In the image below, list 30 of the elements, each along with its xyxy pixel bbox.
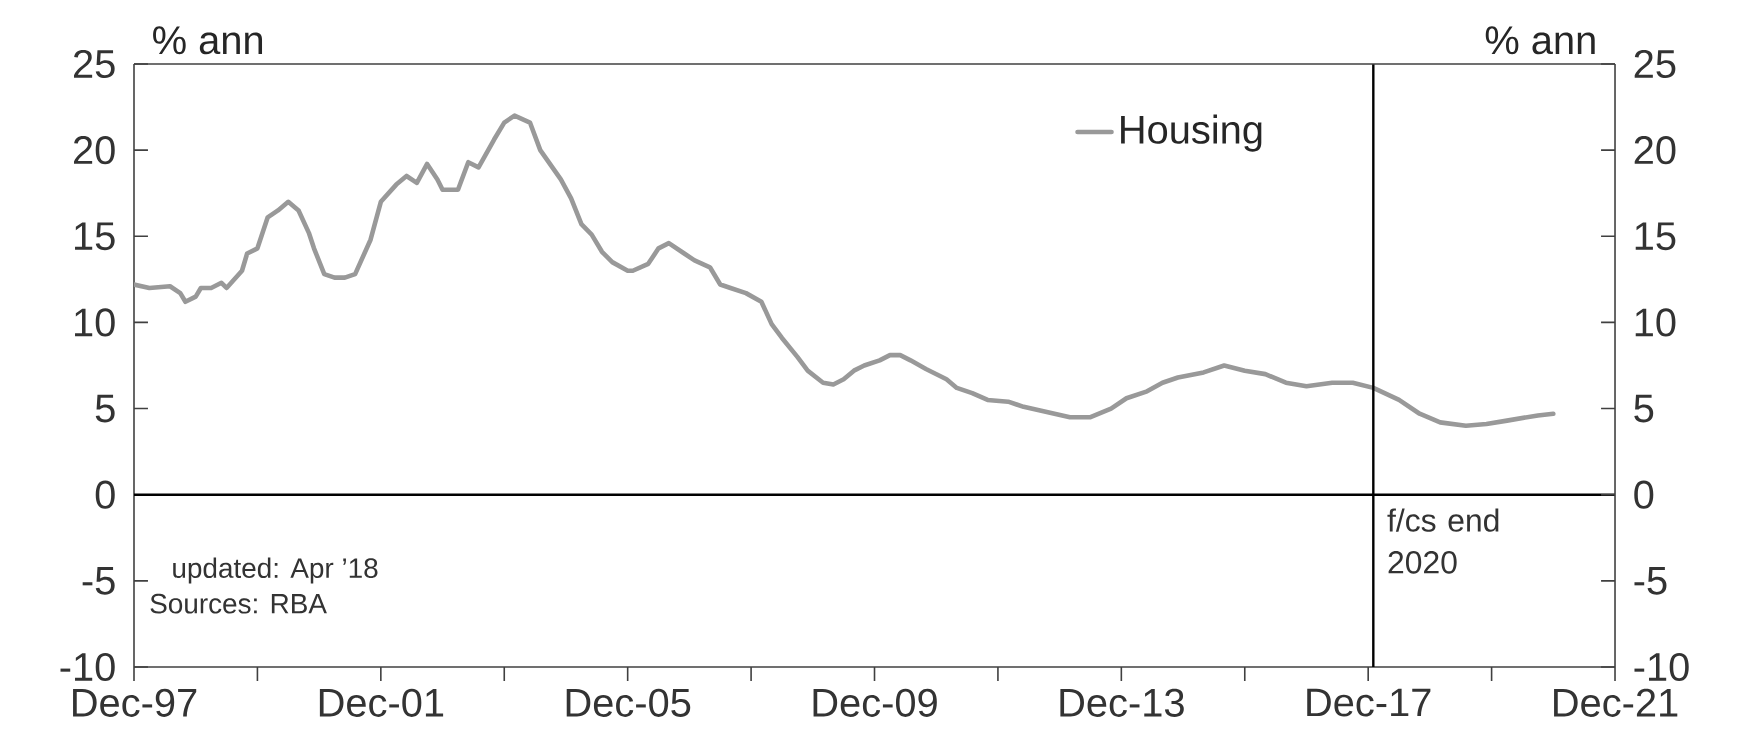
x-tick-label: Dec-13 — [1060, 688, 1184, 717]
annotation: updated: Apr ’18 — [173, 557, 378, 584]
line-series — [134, 113, 1556, 429]
x-tick-label: Dec-17 — [1307, 688, 1431, 717]
y2-tick-label: 5 — [1634, 394, 1654, 423]
x-tick-label: Dec-97 — [73, 688, 197, 717]
y-tick-label: -5 — [82, 566, 115, 595]
x-tick-label: Dec-05 — [566, 688, 691, 717]
y-tick-label: 10 — [75, 308, 115, 337]
y2-tick-label: -10 — [1634, 652, 1689, 682]
annotation: Sources: RBA — [150, 593, 327, 614]
x-tick-label: Dec-01 — [319, 688, 444, 717]
x-tick-label: Dec-09 — [813, 688, 937, 717]
y2-tick-label: 10 — [1635, 308, 1676, 337]
y2-tick-label: -5 — [1634, 566, 1667, 595]
y-tick-label: 5 — [95, 394, 115, 423]
y-tick-label: 25 — [73, 49, 115, 79]
y-tick-label: 15 — [75, 222, 115, 251]
y2-tick-label: 15 — [1635, 222, 1676, 251]
y2-axis-title: % ann — [1485, 26, 1595, 55]
y-tick-label: 20 — [73, 136, 115, 165]
ref-line-label: f/cs end 2020 — [1387, 508, 1499, 574]
y2-tick-label: 0 — [1634, 480, 1654, 509]
y2-tick-label: 20 — [1634, 136, 1676, 165]
x-tick-label: Dec-21 — [1554, 688, 1678, 717]
y2-tick-label: 25 — [1634, 49, 1676, 79]
y-axis-title: % ann — [153, 26, 263, 55]
y-tick-label: 0 — [95, 480, 115, 509]
y-tick-label: -10 — [60, 652, 115, 682]
legend-label: Housing — [1121, 114, 1262, 152]
